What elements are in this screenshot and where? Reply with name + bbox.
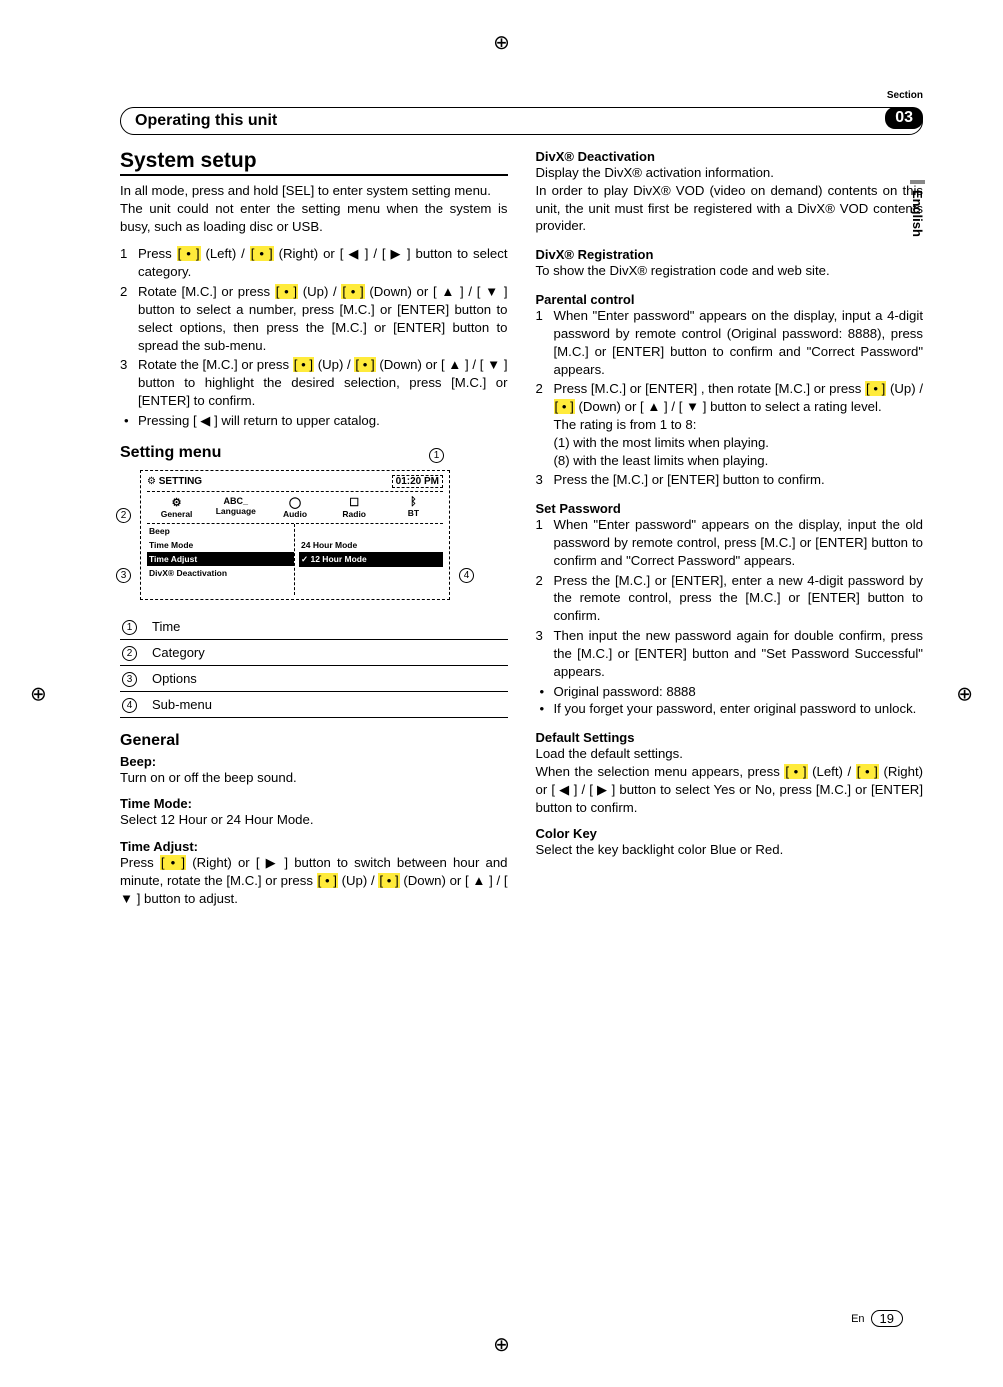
button-ref: [ • ]	[341, 284, 364, 299]
legend-row: Time	[150, 614, 508, 640]
default-settings-text: When the selection menu appears, press […	[536, 763, 924, 816]
registration-mark: ⊕	[493, 1332, 510, 1357]
callout-4: 4	[459, 568, 474, 583]
gear-icon: ⚙ SETTING	[147, 476, 202, 487]
chapter-title-text: Operating this unit	[135, 112, 277, 129]
button-ref: [ • ]	[177, 246, 201, 261]
divx-deact-heading: DivX® Deactivation	[536, 149, 924, 164]
section-number-badge: 03	[885, 107, 923, 129]
step-item: 3 Rotate the [M.C.] or press [ • ] (Up) …	[138, 356, 508, 409]
legend-row: Sub-menu	[150, 691, 508, 717]
tab-bt: ᛒBT	[384, 496, 443, 519]
clock-value: 01:20 PM	[392, 475, 443, 488]
step-item: 1When "Enter password" appears on the di…	[554, 307, 924, 378]
divx-deact-text: Display the DivX® activation information…	[536, 164, 924, 182]
general-heading: General	[120, 732, 508, 750]
callout-1: 1	[429, 448, 444, 463]
tab-radio: ☐Radio	[325, 496, 384, 519]
button-ref: [ • ]	[293, 357, 314, 372]
section-label: Section	[887, 90, 923, 101]
bullet-item: Pressing [ ◀ ] will return to upper cata…	[138, 412, 508, 430]
options-list: Beep Time Mode Time Adjust DivX® Deactiv…	[147, 524, 295, 595]
step-item: 1 Press [ • ] (Left) / [ • ] (Right) or …	[138, 245, 508, 281]
setting-menu-heading: Setting menu	[120, 444, 508, 462]
step-item: 2 Rotate [M.C.] or press [ • ] (Up) / [ …	[138, 283, 508, 354]
legend-table: 1Time 2Category 3Options 4Sub-menu	[120, 614, 508, 718]
parental-heading: Parental control	[536, 292, 924, 307]
step-item: 1When "Enter password" appears on the di…	[554, 516, 924, 569]
lang-code: En	[851, 1313, 864, 1325]
step-item: 2Press the [M.C.] or [ENTER], enter a ne…	[554, 572, 924, 625]
tab-audio: ◯Audio	[265, 496, 324, 519]
setting-menu-diagram: 1 2 3 4 ⚙ SETTING 01:20 PM ⚙General ABC_…	[140, 470, 450, 600]
beep-text: Turn on or off the beep sound.	[120, 769, 508, 787]
default-settings-text: Load the default settings.	[536, 745, 924, 763]
chapter-title: Operating this unit 03	[120, 107, 923, 135]
color-key-text: Select the key backlight color Blue or R…	[536, 841, 924, 859]
registration-mark: ⊕	[493, 30, 510, 55]
right-column: DivX® Deactivation Display the DivX® act…	[536, 149, 924, 908]
beep-heading: Beep:	[120, 754, 508, 769]
time-mode-text: Select 12 Hour or 24 Hour Mode.	[120, 811, 508, 829]
time-adjust-heading: Time Adjust:	[120, 839, 508, 854]
registration-mark: ⊕	[30, 681, 47, 706]
page-footer: En 19	[851, 1310, 903, 1327]
tab-general: ⚙General	[147, 496, 206, 519]
divx-reg-text: To show the DivX® registration code and …	[536, 262, 924, 280]
left-column: System setup In all mode, press and hold…	[120, 149, 508, 908]
bullet-item: If you forget your password, enter origi…	[554, 700, 924, 718]
legend-row: Category	[150, 639, 508, 665]
tab-language: ABC_Language	[206, 496, 265, 519]
step-item: 3Press the [M.C.] or [ENTER] button to c…	[554, 471, 924, 489]
button-ref: [ • ]	[250, 246, 274, 261]
intro-text: The unit could not enter the setting men…	[120, 200, 508, 236]
button-ref: [ • ]	[275, 284, 298, 299]
step-item: 3Then input the new password again for d…	[554, 627, 924, 680]
divx-reg-heading: DivX® Registration	[536, 247, 924, 262]
button-ref: [ • ]	[354, 357, 375, 372]
default-settings-heading: Default Settings	[536, 730, 924, 745]
time-mode-heading: Time Mode:	[120, 796, 508, 811]
bullet-item: Original password: 8888	[554, 683, 924, 701]
submenu-list: 24 Hour Mode ✓ 12 Hour Mode	[295, 524, 443, 595]
intro-text: In all mode, press and hold [SEL] to ent…	[120, 182, 508, 200]
divx-deact-text: In order to play DivX® VOD (video on dem…	[536, 182, 924, 235]
color-key-heading: Color Key	[536, 826, 924, 841]
step-item: 2 Press [M.C.] or [ENTER] , then rotate …	[554, 380, 924, 469]
callout-3: 3	[116, 568, 131, 583]
system-setup-heading: System setup	[120, 149, 508, 176]
set-password-heading: Set Password	[536, 501, 924, 516]
registration-mark: ⊕	[956, 681, 973, 706]
language-tab: English	[910, 180, 925, 237]
time-adjust-text: Press [ • ] (Right) or [ ▶ ] button to s…	[120, 854, 508, 907]
callout-2: 2	[116, 508, 131, 523]
page-header: Section	[120, 90, 923, 101]
category-tabs: ⚙General ABC_Language ◯Audio ☐Radio ᛒBT	[147, 492, 443, 524]
legend-row: Options	[150, 665, 508, 691]
page-number: 19	[871, 1310, 903, 1327]
